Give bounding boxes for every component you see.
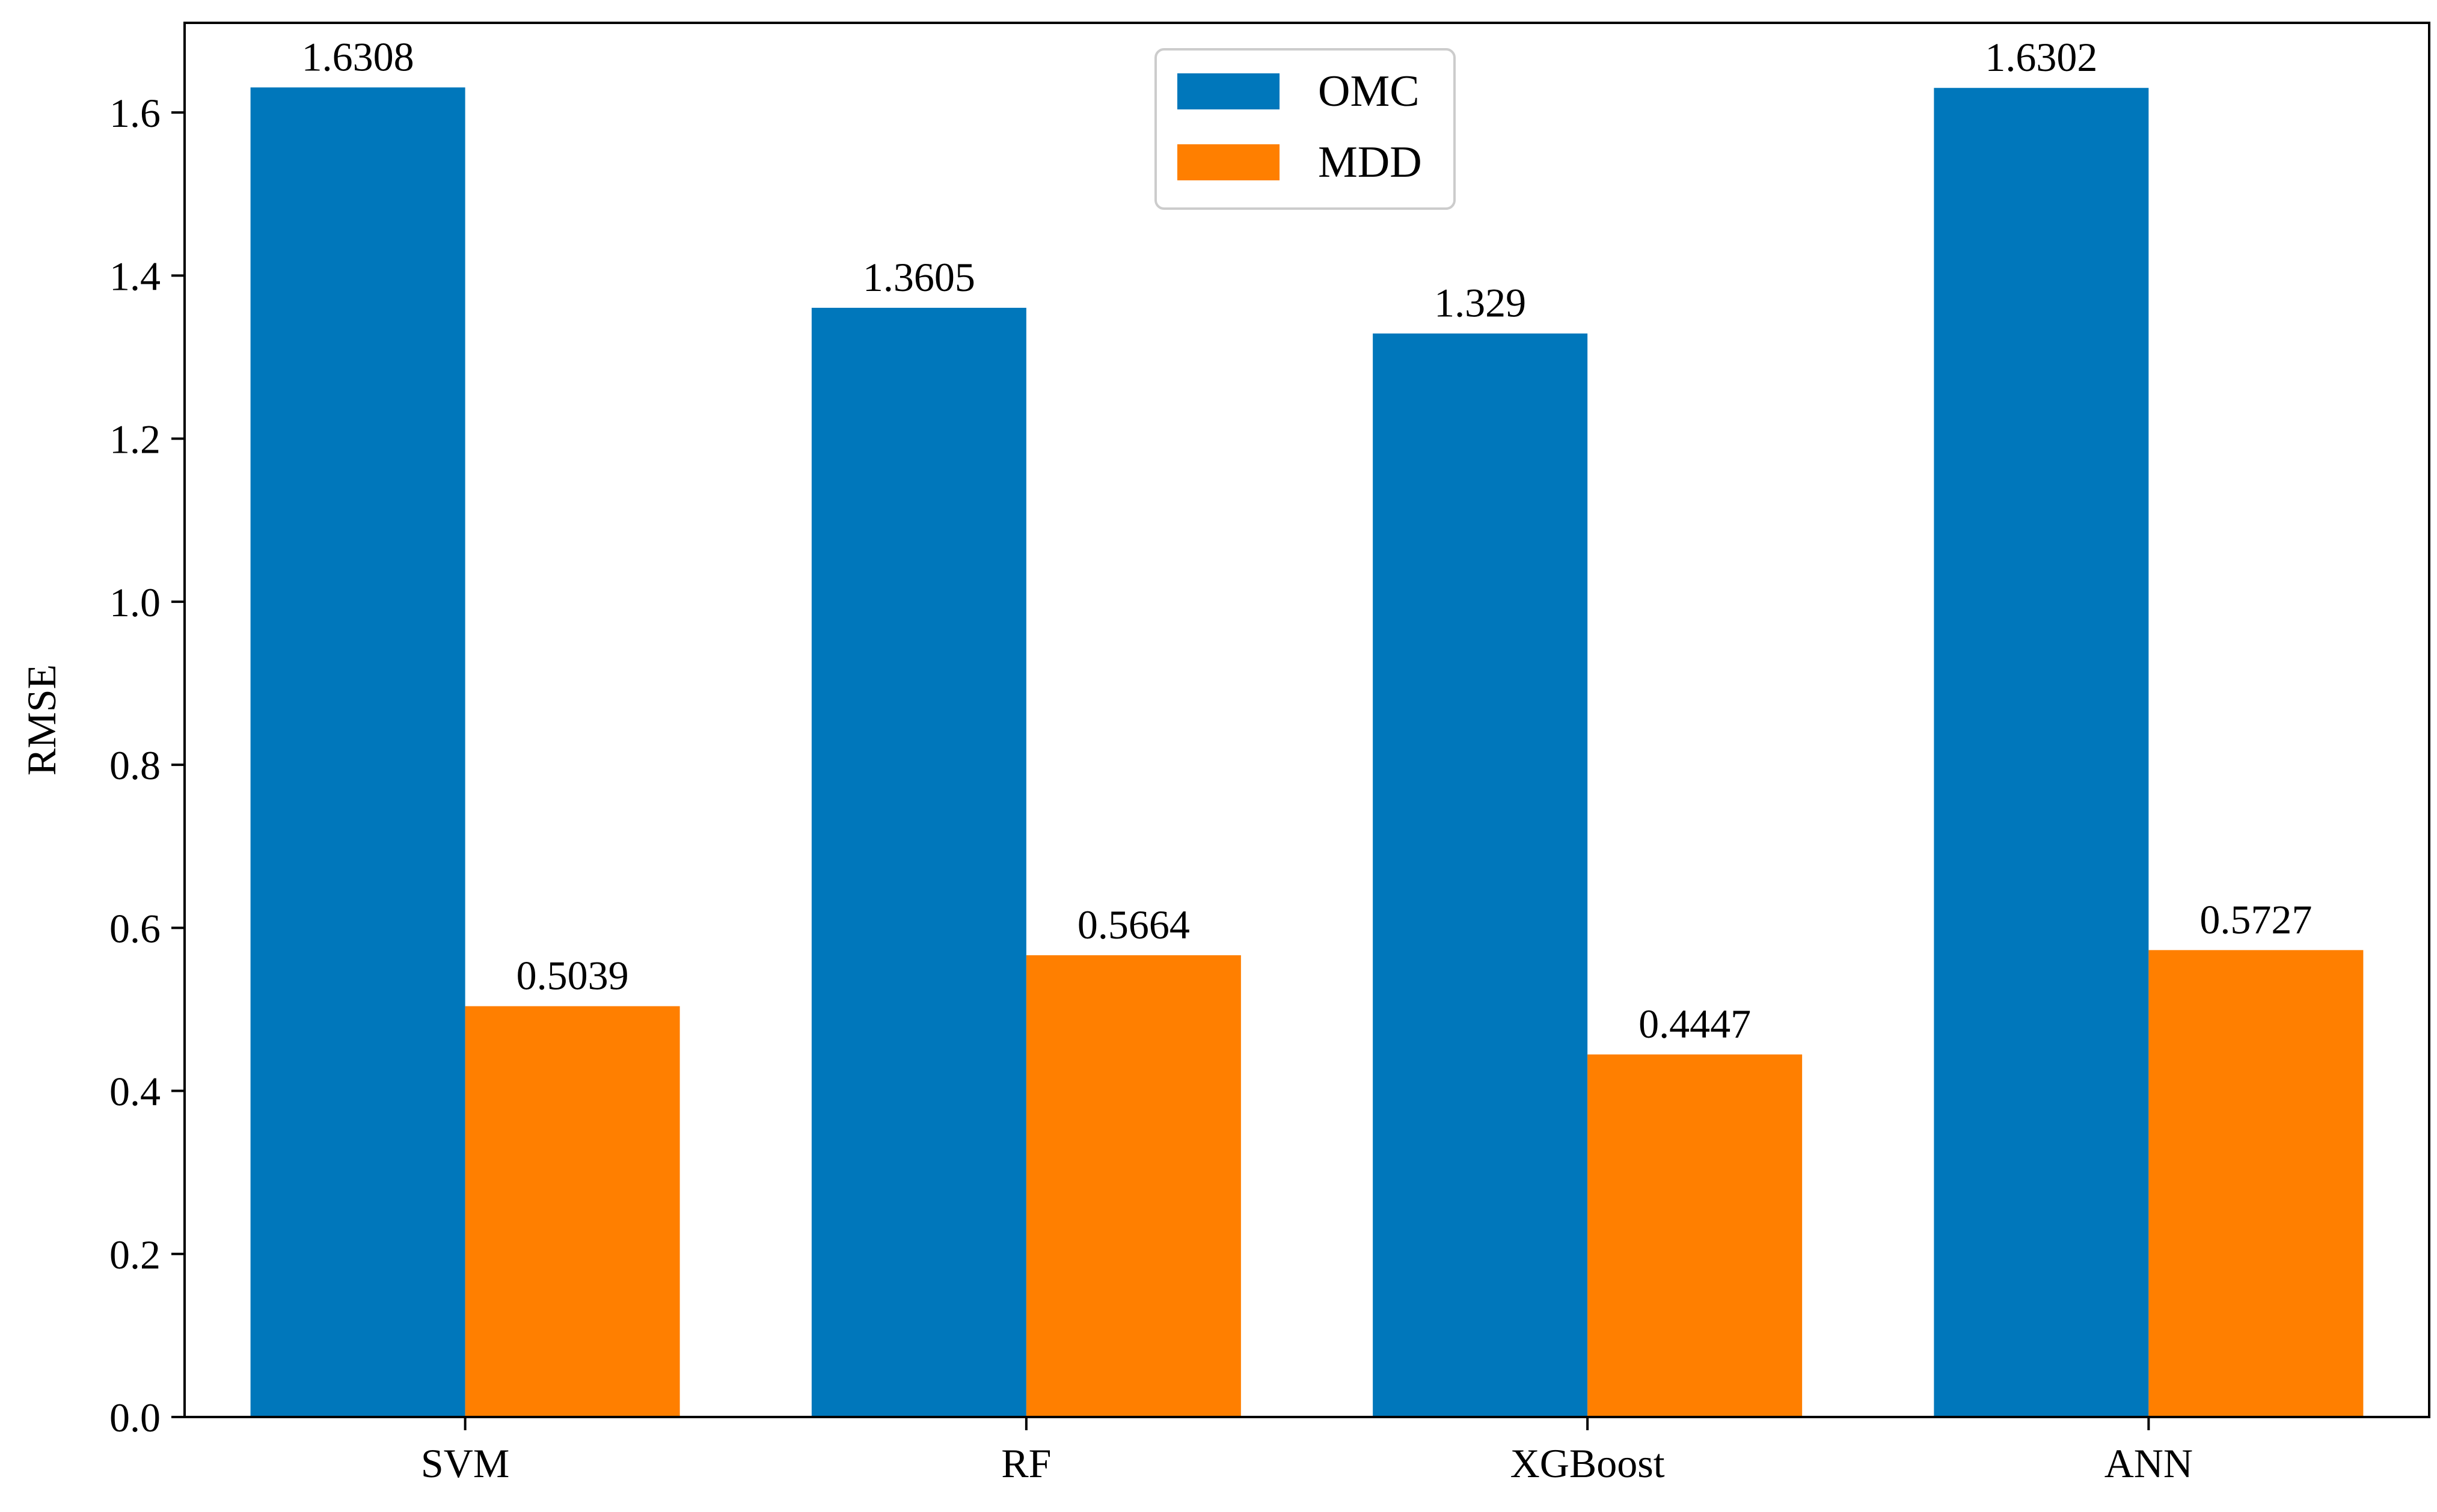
y-tick-label: 1.0 xyxy=(109,580,161,625)
x-tick-label: SVM xyxy=(421,1440,509,1486)
data-label-omc-rf: 1.3605 xyxy=(863,254,975,300)
legend-label-mdd: MDD xyxy=(1318,138,1422,187)
bar-omc-xgboost xyxy=(1373,333,1588,1417)
y-tick-label: 1.4 xyxy=(109,253,161,299)
y-tick-label: 0.6 xyxy=(109,905,161,951)
x-tick-label: RF xyxy=(1001,1440,1051,1486)
x-axis: SVM RF XGBoost ANN xyxy=(421,1417,2193,1486)
bar-omc-svm xyxy=(250,87,465,1418)
data-label-mdd-rf: 0.5664 xyxy=(1077,902,1190,947)
bar-omc-ann xyxy=(1934,88,2149,1418)
data-label-mdd-ann: 0.5727 xyxy=(2199,896,2312,942)
plot-frame xyxy=(183,22,2430,1418)
y-tick-label: 0.0 xyxy=(109,1395,161,1440)
x-tick-label: XGBoost xyxy=(1510,1440,1665,1486)
y-tick-label: 1.6 xyxy=(109,90,161,136)
legend: OMC MDD xyxy=(1154,48,1456,210)
bar-mdd-rf xyxy=(1026,955,1241,1417)
data-label-omc-xgboost: 1.329 xyxy=(1434,280,1526,326)
legend-label-omc: OMC xyxy=(1318,67,1420,116)
legend-swatch-omc xyxy=(1177,73,1280,109)
data-labels-layer: 1.6308 0.5039 1.3605 0.5664 1.329 0.4447 1.630… xyxy=(302,34,2313,1047)
bars-layer xyxy=(250,87,2364,1418)
bar-omc-rf xyxy=(811,307,1026,1417)
bar-mdd-xgboost xyxy=(1587,1054,1803,1417)
bar-mdd-ann xyxy=(2148,950,2364,1417)
data-label-omc-svm: 1.6308 xyxy=(302,34,414,79)
x-tick-label: ANN xyxy=(2104,1440,2193,1486)
y-tick-label: 0.2 xyxy=(109,1232,161,1278)
legend-swatch-mdd xyxy=(1177,144,1280,180)
y-tick-label: 0.8 xyxy=(109,742,161,788)
y-tick-label: 1.2 xyxy=(109,417,161,462)
data-label-mdd-xgboost: 0.4447 xyxy=(1638,1001,1751,1047)
data-label-omc-ann: 1.6302 xyxy=(1985,34,2097,80)
y-axis: 0.0 0.2 0.4 0.6 0.8 1.0 1.2 1.4 1.6 xyxy=(109,90,185,1440)
data-label-mdd-svm: 0.5039 xyxy=(517,953,629,999)
y-axis-title: RMSE xyxy=(19,664,64,776)
y-tick-label: 0.4 xyxy=(109,1069,161,1115)
bar-mdd-svm xyxy=(465,1006,680,1417)
